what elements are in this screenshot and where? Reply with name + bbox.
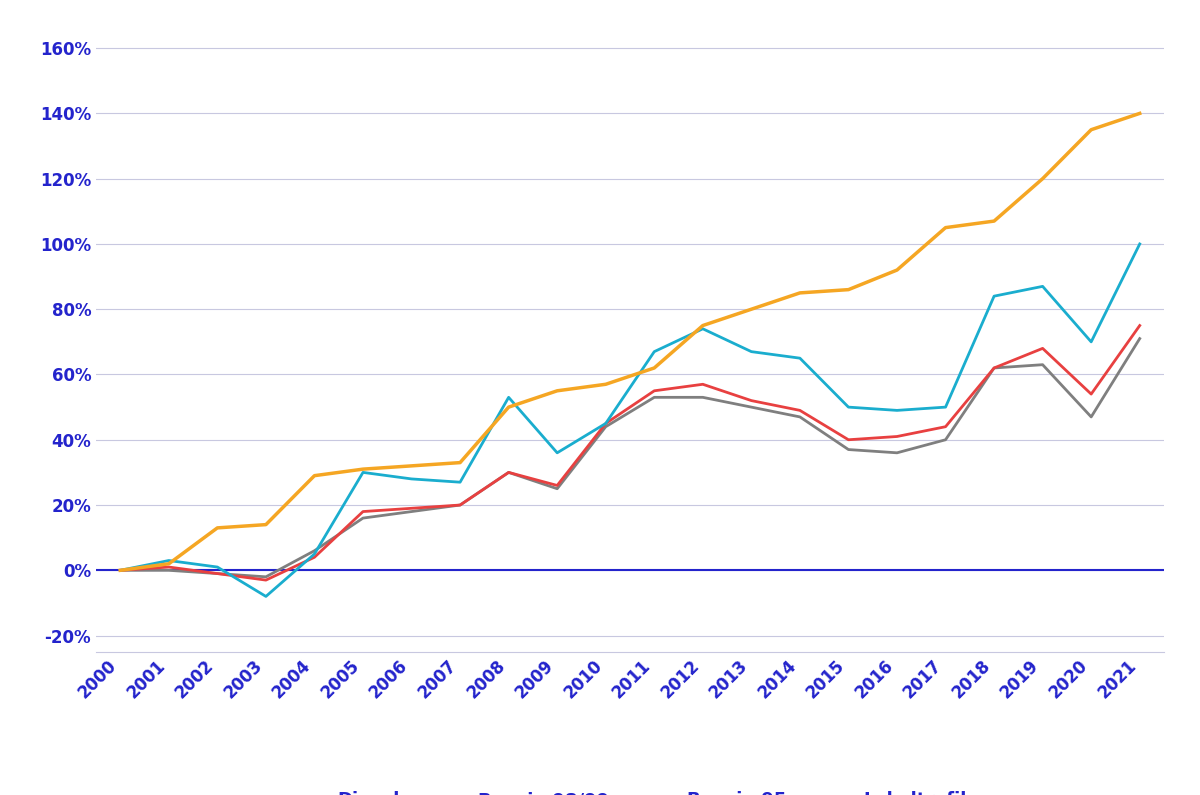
Legend: Diesel, Bensin 98/99, Bensin 95, Lokaltrafik: Diesel, Bensin 98/99, Bensin 95, Lokaltr…	[280, 784, 980, 795]
